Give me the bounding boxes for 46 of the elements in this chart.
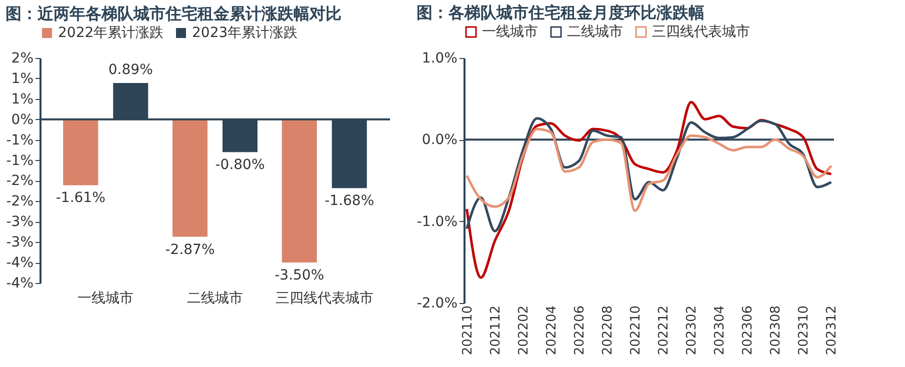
data-label: -0.80%: [215, 157, 265, 174]
y-tick-label: 0%: [11, 112, 34, 128]
x-tick-label: 202310: [796, 306, 812, 356]
y-tick-label: 1%: [11, 91, 34, 108]
x-tick-label: 202110: [460, 306, 476, 356]
y-tick-label: 1.0%: [422, 50, 458, 66]
x-tick-label: 202308: [768, 306, 784, 356]
x-tick-label: 202204: [544, 306, 560, 356]
x-tick-label: 202302: [684, 306, 700, 356]
y-tick-label: -1%: [6, 152, 34, 169]
y-tick-label: -2.0%: [416, 296, 458, 312]
y-tick-label: -2%: [6, 173, 34, 190]
legend-label: 2023年累计涨跌: [192, 25, 298, 41]
y-tick-label: -2%: [6, 194, 34, 210]
y-tick-label: -3%: [6, 214, 34, 230]
chart-title: 图：近两年各梯队城市住宅租金累计涨跌幅对比: [6, 4, 342, 23]
x-tick-label: 一线城市: [78, 290, 134, 306]
data-label: -1.68%: [324, 193, 374, 210]
y-tick-label: 1%: [11, 70, 34, 87]
x-tick-label: 202212: [656, 306, 672, 356]
x-tick-label: 202210: [628, 306, 644, 356]
x-tick-label: 202312: [824, 306, 840, 356]
legend-label: 2022年累计涨跌: [58, 25, 164, 41]
legend-label: 二线城市: [567, 24, 623, 40]
data-label: -1.61%: [56, 190, 106, 206]
y-tick-label: -4%: [6, 276, 34, 292]
x-tick-label: 202202: [516, 306, 532, 356]
x-tick-label: 三四线代表城市: [275, 290, 374, 306]
y-tick-label: 2%: [11, 50, 34, 66]
legend-label: 一线城市: [482, 24, 538, 40]
x-tick-label: 202306: [740, 306, 756, 356]
y-tick-label: -3%: [6, 234, 34, 251]
x-tick-label: 202112: [488, 306, 504, 356]
legend-label: 三四线代表城市: [652, 24, 750, 40]
x-tick-label: 202206: [572, 306, 588, 356]
x-tick-label: 202304: [712, 306, 728, 356]
chart-title: 图：各梯队城市住宅租金月度环比涨跌幅: [416, 3, 704, 22]
y-tick-label: -4%: [6, 255, 34, 272]
x-tick-label: 202208: [600, 306, 616, 356]
y-tick-label: -1.0%: [416, 214, 458, 230]
data-label: -3.50%: [274, 268, 324, 284]
data-label: -2.87%: [165, 242, 215, 258]
data-label: 0.89%: [108, 62, 153, 78]
x-tick-label: 二线城市: [187, 290, 243, 306]
y-tick-label: -1%: [6, 132, 34, 148]
y-tick-label: 0.0%: [422, 132, 458, 148]
